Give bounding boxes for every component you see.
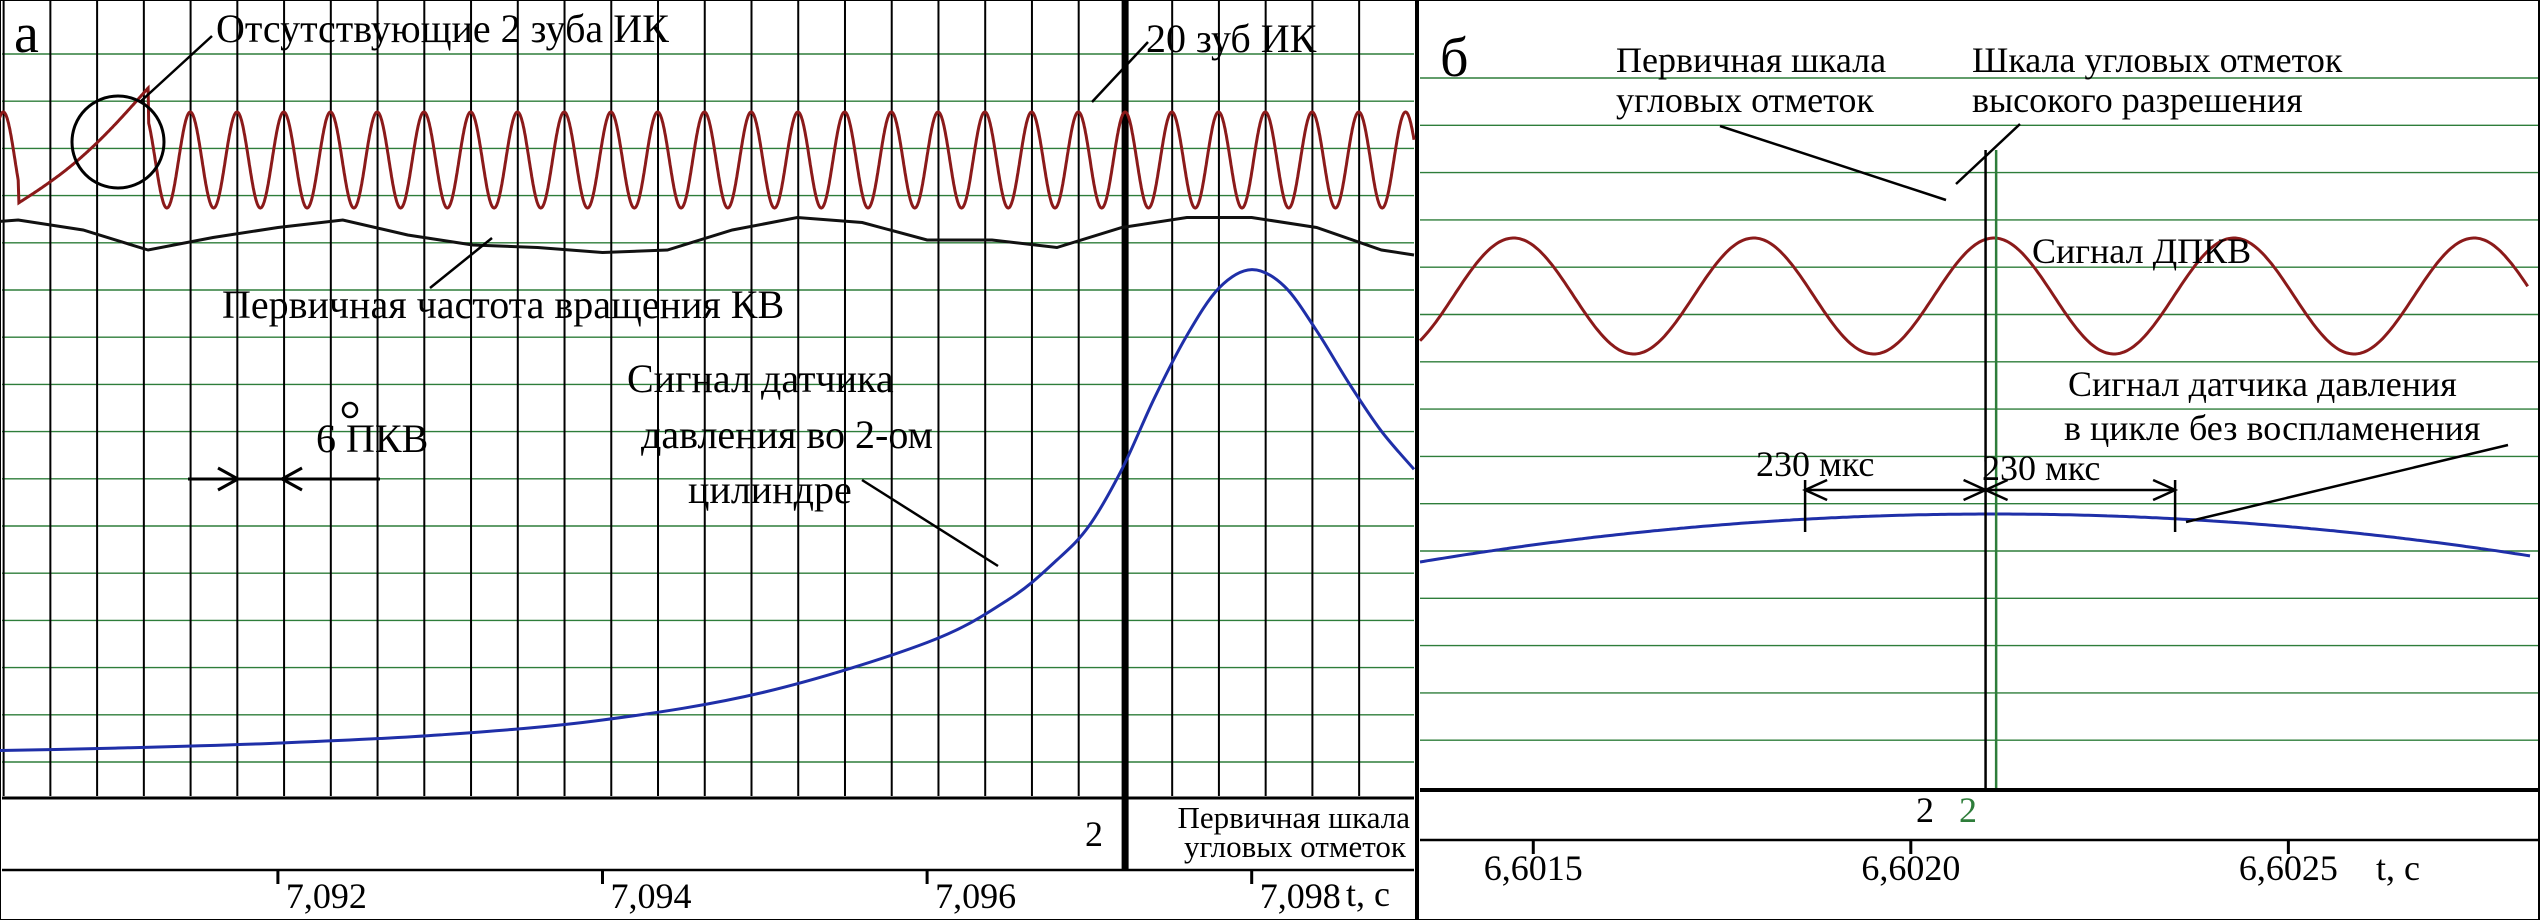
primary-scale-label-line1: Первичная шкала [1177, 800, 1410, 835]
pressure-signal-b [1419, 512, 2531, 564]
primary-scale-label-line2: угловых отметок [1184, 829, 1407, 864]
primary-marker-number: 2 [1916, 790, 1934, 830]
dpkv-signal-b [1418, 236, 2529, 356]
x-axis-label: t, с [1346, 874, 1390, 914]
missing-teeth-leader [139, 35, 213, 103]
missing-teeth-label: Отсутствующие 2 зуба ИК [216, 6, 669, 51]
pressure-label-line3: цилиндре [688, 467, 852, 512]
panel-a: 7,092 7,094 7,096 7,098 t, с а Отсутствующие… [0, 0, 1417, 920]
x-tick-label: 7,094 [611, 876, 692, 916]
bold-mark-number: 2 [1085, 814, 1103, 854]
x-axis-label: t, с [2376, 848, 2420, 888]
panel-b: 6,6015 6,6020 6,6025 t, с б Первичная шкала… [1417, 0, 2540, 920]
x-tick-label: 6,6020 [1861, 848, 1960, 888]
span-label-right: 230 мкс [1982, 448, 2100, 488]
panel-b-annotations: б Первичная шкала угловых отметок Шкала … [1440, 27, 2509, 830]
primary-scale-title-line2: угловых отметок [1616, 80, 1874, 120]
hires-scale-leader [1955, 123, 2021, 185]
panel-a-annotations: а Отсутствующие 2 зуба ИК 20 зуб ИК Перв… [14, 3, 1410, 864]
panel-b-horizontal-grid [1420, 77, 2538, 741]
panel-a-angle-marks [2, 0, 1361, 870]
dpkv-signal-a [0, 84, 1416, 210]
pkv-dimension [188, 466, 380, 492]
x-tick-label: 7,092 [286, 876, 367, 916]
hires-scale-title-line2: высокого разрешения [1972, 80, 2303, 120]
pkv-label: 6 ПКВ [316, 416, 428, 461]
dpkv-label: Сигнал ДПКВ [2032, 231, 2251, 271]
panel-b-series [1418, 150, 2531, 790]
primary-scale-title-line1: Первичная шкала [1616, 40, 1886, 80]
tooth20-label: 20 зуб ИК [1146, 16, 1317, 61]
hires-marker-number: 2 [1959, 790, 1977, 830]
span-arrow [1982, 478, 2009, 502]
x-tick-label: 7,098 [1260, 876, 1341, 916]
freq-leader [429, 237, 493, 289]
x-tick-label: 7,096 [935, 876, 1016, 916]
pressure-label-line2: давления во 2-ом [641, 412, 933, 457]
span-label-left: 230 мкс [1756, 444, 1874, 484]
pressure-b-label-line1: Сигнал датчика давления [2068, 364, 2457, 404]
pressure-signal-a [0, 268, 1416, 753]
span-dimension [1802, 478, 2179, 532]
panel-a-x-axis: 7,092 7,094 7,096 7,098 t, с [2, 796, 1414, 916]
x-tick-label: 6,6015 [1484, 848, 1583, 888]
panel-b-frame [1417, 0, 2540, 920]
pressure-leader [861, 478, 999, 568]
pressure-b-label-line2: в цикле без воспламенения [2064, 408, 2480, 448]
hires-scale-title-line1: Шкала угловых отметок [1972, 40, 2343, 80]
span-arrow [1802, 478, 1828, 502]
missing-teeth-circle [70, 94, 166, 190]
pressure-label-line1: Сигнал датчика [627, 356, 894, 401]
primary-scale-leader [1719, 124, 1947, 202]
degree-sign [341, 401, 359, 419]
freq-label: Первичная частота вращения КВ [222, 282, 784, 327]
panel-b-letter: б [1440, 27, 1469, 89]
panel-a-series [0, 84, 1416, 753]
rotation-frequency-line [0, 215, 1415, 257]
tooth20-leader [1091, 41, 1149, 103]
panel-a-letter: а [14, 3, 39, 65]
x-tick-label: 6,6025 [2239, 848, 2338, 888]
pressure-b-leader [2185, 443, 2509, 524]
panel-a-frame [0, 0, 1417, 920]
panel-b-x-axis: 6,6015 6,6020 6,6025 t, с [1420, 788, 2538, 888]
span-arrow [2152, 478, 2179, 502]
